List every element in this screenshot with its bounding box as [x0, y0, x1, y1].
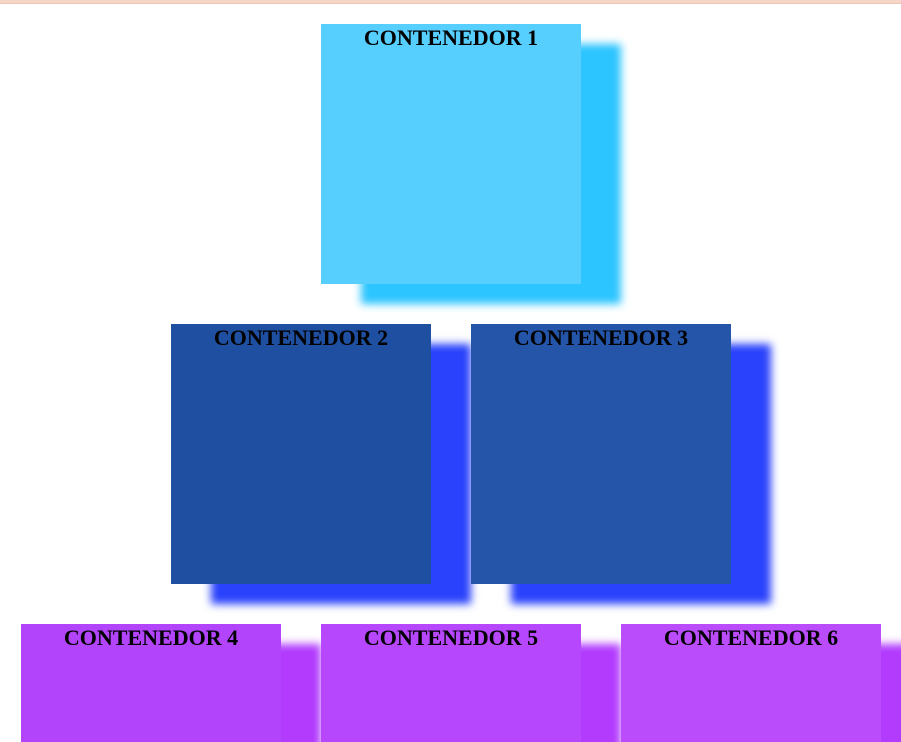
contenedor-3-title: CONTENEDOR 3: [513, 325, 689, 350]
contenedor-4: CONTENEDOR 4: [21, 624, 281, 742]
contenedor-2: CONTENEDOR 2: [171, 324, 431, 584]
contenedor-3: CONTENEDOR 3: [471, 324, 731, 584]
contenedor-5: CONTENEDOR 5: [321, 624, 581, 742]
contenedor-5-title: CONTENEDOR 5: [363, 625, 539, 650]
contenedor-6-title: CONTENEDOR 6: [663, 625, 839, 650]
top-border-strip: [0, 0, 901, 4]
contenedor-1: CONTENEDOR 1: [321, 24, 581, 284]
contenedor-2-title: CONTENEDOR 2: [213, 325, 389, 350]
contenedor-1-title: CONTENEDOR 1: [363, 25, 539, 50]
contenedor-4-title: CONTENEDOR 4: [63, 625, 239, 650]
contenedor-6: CONTENEDOR 6: [621, 624, 881, 742]
